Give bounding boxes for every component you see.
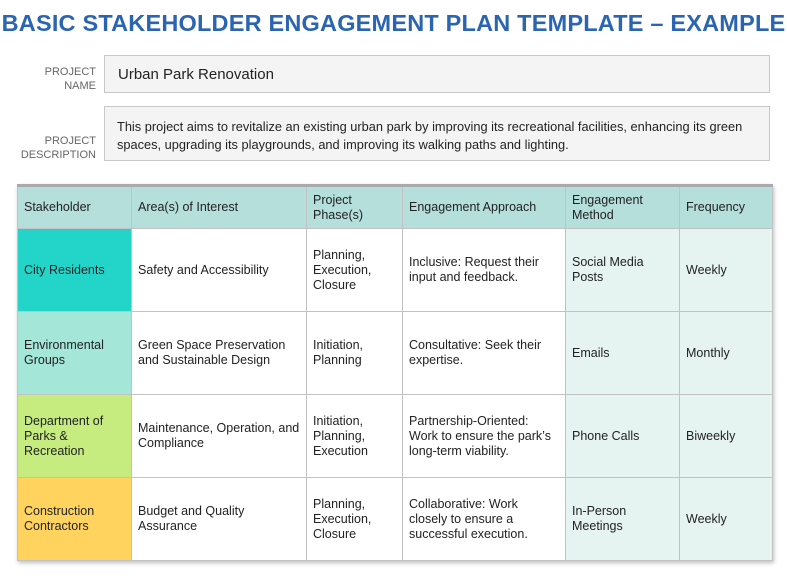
method-cell: In-Person Meetings [565,477,680,561]
project-description-label: PROJECT DESCRIPTION [20,135,96,161]
frequency-cell: Weekly [679,228,773,312]
frequency-cell: Weekly [679,477,773,561]
interest-cell: Maintenance, Operation, and Compliance [131,394,307,478]
project-description-field[interactable]: This project aims to revitalize an exist… [104,106,770,161]
table-row: Construction Contractors Budget and Quali… [17,477,773,561]
table-row: Environmental Groups Green Space Preserva… [17,311,773,395]
method-cell: Social Media Posts [565,228,680,312]
method-cell: Phone Calls [565,394,680,478]
interest-cell: Budget and Quality Assurance [131,477,307,561]
header-stakeholder: Stakeholder [17,184,132,229]
stakeholder-cell: City Residents [17,228,132,312]
phases-cell: Initiation, Planning [306,311,403,395]
method-cell: Emails [565,311,680,395]
phases-cell: Planning, Execution, Closure [306,477,403,561]
header-method: Engagement Method [565,184,680,229]
header-frequency: Frequency [679,184,773,229]
page-title: BASIC STAKEHOLDER ENGAGEMENT PLAN TEMPLA… [1,10,786,36]
stakeholder-cell: Construction Contractors [17,477,132,561]
frequency-cell: Biweekly [679,394,773,478]
approach-cell: Collaborative: Work closely to ensure a … [402,477,566,561]
table-header-row: Stakeholder Area(s) of Interest Project … [17,184,773,229]
project-name-field[interactable]: Urban Park Renovation [104,55,770,93]
approach-cell: Partnership-Oriented: Work to ensure the… [402,394,566,478]
interest-cell: Safety and Accessibility [131,228,307,312]
frequency-cell: Monthly [679,311,773,395]
phases-cell: Planning, Execution, Closure [306,228,403,312]
stakeholder-table: Stakeholder Area(s) of Interest Project … [17,184,773,561]
approach-cell: Consultative: Seek their expertise. [402,311,566,395]
project-name-label: PROJECT NAME [44,66,96,92]
header-approach: Engagement Approach [402,184,566,229]
interest-cell: Green Space Preservation and Sustainable… [131,311,307,395]
approach-cell: Inclusive: Request their input and feedb… [402,228,566,312]
table-row: City Residents Safety and Accessibility Pl… [17,228,773,312]
stakeholder-cell: Department of Parks & Recreation [17,394,132,478]
stakeholder-cell: Environmental Groups [17,311,132,395]
header-phases: Project Phase(s) [306,184,403,229]
header-interest: Area(s) of Interest [131,184,307,229]
table-row: Department of Parks & Recreation Maintena… [17,394,773,478]
phases-cell: Initiation, Planning, Execution [306,394,403,478]
